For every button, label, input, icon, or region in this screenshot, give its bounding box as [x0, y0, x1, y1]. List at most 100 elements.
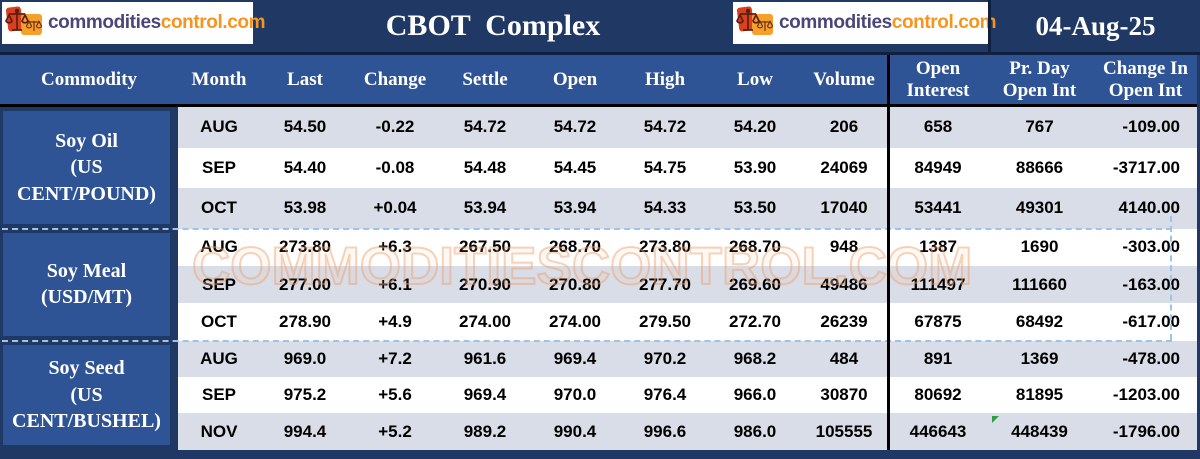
last-cell[interactable]: 278.90 [260, 303, 350, 341]
open-cell[interactable]: 268.70 [530, 228, 620, 267]
high-cell[interactable]: 273.80 [620, 228, 710, 267]
change-in-open-int-cell[interactable]: -109.00 [1091, 107, 1200, 148]
col-header-volume[interactable]: Volume [800, 55, 888, 107]
pr-day-open-int-cell[interactable]: 111660 [988, 266, 1091, 304]
change-in-open-int-cell[interactable]: 4140.00 [1091, 188, 1200, 229]
col-header-settle[interactable]: Settle [440, 55, 530, 107]
change-in-open-int-cell[interactable]: -1203.00 [1091, 377, 1200, 414]
open-interest-cell[interactable]: 111497 [888, 266, 988, 304]
open-interest-cell[interactable]: 84949 [888, 147, 988, 189]
last-cell[interactable]: 53.98 [260, 188, 350, 229]
volume-cell[interactable]: 30870 [800, 377, 888, 414]
settle-cell[interactable]: 989.2 [440, 413, 530, 450]
pr-day-open-int-cell[interactable]: 68492 [988, 303, 1091, 341]
open-interest-cell[interactable]: 53441 [888, 188, 988, 229]
month-cell[interactable]: OCT [178, 188, 260, 229]
commoditiescontrol-logo-left[interactable]: commoditiescontrol.com [2, 2, 266, 44]
last-cell[interactable]: 54.50 [260, 107, 350, 148]
col-header-high[interactable]: High [620, 55, 710, 107]
month-cell[interactable]: AUG [178, 228, 260, 267]
settle-cell[interactable]: 54.72 [440, 107, 530, 148]
settle-cell[interactable]: 969.4 [440, 377, 530, 414]
high-cell[interactable]: 970.2 [620, 340, 710, 378]
settle-cell[interactable]: 961.6 [440, 340, 530, 378]
change-in-open-int-cell[interactable]: -303.00 [1091, 228, 1200, 267]
settle-cell[interactable]: 53.94 [440, 188, 530, 229]
high-cell[interactable]: 54.33 [620, 188, 710, 229]
last-cell[interactable]: 994.4 [260, 413, 350, 450]
change-in-open-int-cell[interactable]: -3717.00 [1091, 147, 1200, 189]
pr-day-open-int-cell[interactable]: 88666 [988, 147, 1091, 189]
open-interest-cell[interactable]: 1387 [888, 228, 988, 267]
change-in-open-int-cell[interactable]: -478.00 [1091, 340, 1200, 378]
pr-day-open-int-cell[interactable]: 49301 [988, 188, 1091, 229]
low-cell[interactable]: 966.0 [710, 377, 800, 414]
col-header-open-interest[interactable]: Open Interest [888, 55, 988, 107]
open-cell[interactable]: 270.80 [530, 266, 620, 304]
pr-day-open-int-cell[interactable]: 1369 [988, 340, 1091, 378]
change-cell[interactable]: +0.04 [350, 188, 440, 229]
change-cell[interactable]: +5.2 [350, 413, 440, 450]
month-cell[interactable]: AUG [178, 107, 260, 148]
open-cell[interactable]: 969.4 [530, 340, 620, 378]
open-cell[interactable]: 274.00 [530, 303, 620, 341]
volume-cell[interactable]: 948 [800, 228, 888, 267]
open-cell[interactable]: 990.4 [530, 413, 620, 450]
open-interest-cell[interactable]: 446643 [888, 413, 988, 450]
col-header-change[interactable]: Change [350, 55, 440, 107]
volume-cell[interactable]: 206 [800, 107, 888, 148]
open-interest-cell[interactable]: 658 [888, 107, 988, 148]
col-header-open[interactable]: Open [530, 55, 620, 107]
commodity-cell-soy-seed[interactable]: Soy Seed (US CENT/BUSHEL) [0, 340, 178, 450]
low-cell[interactable]: 968.2 [710, 340, 800, 378]
change-cell[interactable]: +6.3 [350, 228, 440, 267]
low-cell[interactable]: 53.50 [710, 188, 800, 229]
change-in-open-int-cell[interactable]: -163.00 [1091, 266, 1200, 304]
change-cell[interactable]: -0.08 [350, 147, 440, 189]
settle-cell[interactable]: 267.50 [440, 228, 530, 267]
col-header-commodity[interactable]: Commodity [0, 55, 178, 107]
volume-cell[interactable]: 484 [800, 340, 888, 378]
high-cell[interactable]: 54.75 [620, 147, 710, 189]
open-interest-cell[interactable]: 80692 [888, 377, 988, 414]
commodity-cell-soy-oil[interactable]: Soy Oil (US CENT/POUND) [0, 107, 178, 229]
low-cell[interactable]: 268.70 [710, 228, 800, 267]
settle-cell[interactable]: 274.00 [440, 303, 530, 341]
low-cell[interactable]: 54.20 [710, 107, 800, 148]
open-cell[interactable]: 54.72 [530, 107, 620, 148]
volume-cell[interactable]: 49486 [800, 266, 888, 304]
month-cell[interactable]: SEP [178, 377, 260, 414]
change-cell[interactable]: -0.22 [350, 107, 440, 148]
last-cell[interactable]: 273.80 [260, 228, 350, 267]
last-cell[interactable]: 975.2 [260, 377, 350, 414]
change-cell[interactable]: +6.1 [350, 266, 440, 304]
high-cell[interactable]: 976.4 [620, 377, 710, 414]
open-cell[interactable]: 54.45 [530, 147, 620, 189]
high-cell[interactable]: 996.6 [620, 413, 710, 450]
high-cell[interactable]: 277.70 [620, 266, 710, 304]
commoditiescontrol-logo-right[interactable]: commoditiescontrol.com [733, 2, 997, 44]
col-header-month[interactable]: Month [178, 55, 260, 107]
change-cell[interactable]: +4.9 [350, 303, 440, 341]
high-cell[interactable]: 54.72 [620, 107, 710, 148]
month-cell[interactable]: SEP [178, 266, 260, 304]
open-interest-cell[interactable]: 67875 [888, 303, 988, 341]
pr-day-open-int-cell[interactable]: 448439 [988, 413, 1091, 450]
settle-cell[interactable]: 270.90 [440, 266, 530, 304]
low-cell[interactable]: 986.0 [710, 413, 800, 450]
change-cell[interactable]: +5.6 [350, 377, 440, 414]
open-interest-cell[interactable]: 891 [888, 340, 988, 378]
month-cell[interactable]: OCT [178, 303, 260, 341]
high-cell[interactable]: 279.50 [620, 303, 710, 341]
change-in-open-int-cell[interactable]: -1796.00 [1091, 413, 1200, 450]
low-cell[interactable]: 269.60 [710, 266, 800, 304]
last-cell[interactable]: 277.00 [260, 266, 350, 304]
commodity-cell-soy-meal[interactable]: Soy Meal (USD/MT) [0, 228, 178, 341]
pr-day-open-int-cell[interactable]: 767 [988, 107, 1091, 148]
volume-cell[interactable]: 24069 [800, 147, 888, 189]
col-header-change-in-open-int[interactable]: Change In Open Int [1091, 55, 1200, 107]
col-header-pr-day-open-int[interactable]: Pr. Day Open Int [988, 55, 1091, 107]
open-cell[interactable]: 53.94 [530, 188, 620, 229]
col-header-low[interactable]: Low [710, 55, 800, 107]
low-cell[interactable]: 272.70 [710, 303, 800, 341]
